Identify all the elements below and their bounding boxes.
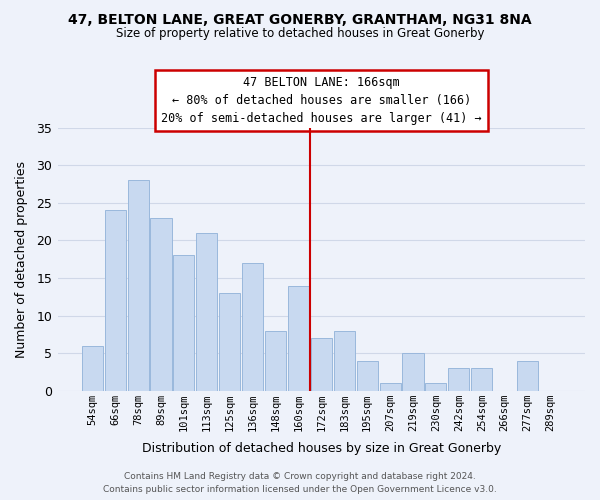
- Bar: [173, 256, 194, 390]
- Bar: [128, 180, 149, 390]
- Bar: [265, 330, 286, 390]
- Text: 47 BELTON LANE: 166sqm
← 80% of detached houses are smaller (166)
20% of semi-de: 47 BELTON LANE: 166sqm ← 80% of detached…: [161, 76, 482, 125]
- Bar: [196, 233, 217, 390]
- Bar: [425, 383, 446, 390]
- Bar: [517, 360, 538, 390]
- Bar: [448, 368, 469, 390]
- Bar: [288, 286, 309, 391]
- Bar: [356, 360, 378, 390]
- Bar: [403, 353, 424, 391]
- Bar: [219, 293, 240, 390]
- Y-axis label: Number of detached properties: Number of detached properties: [15, 160, 28, 358]
- Bar: [151, 218, 172, 390]
- Text: 47, BELTON LANE, GREAT GONERBY, GRANTHAM, NG31 8NA: 47, BELTON LANE, GREAT GONERBY, GRANTHAM…: [68, 12, 532, 26]
- Text: Size of property relative to detached houses in Great Gonerby: Size of property relative to detached ho…: [116, 28, 484, 40]
- Bar: [104, 210, 126, 390]
- Bar: [380, 383, 401, 390]
- Bar: [82, 346, 103, 391]
- Bar: [242, 263, 263, 390]
- Bar: [311, 338, 332, 390]
- X-axis label: Distribution of detached houses by size in Great Gonerby: Distribution of detached houses by size …: [142, 442, 501, 455]
- Bar: [471, 368, 493, 390]
- Bar: [334, 330, 355, 390]
- Text: Contains HM Land Registry data © Crown copyright and database right 2024.
Contai: Contains HM Land Registry data © Crown c…: [103, 472, 497, 494]
